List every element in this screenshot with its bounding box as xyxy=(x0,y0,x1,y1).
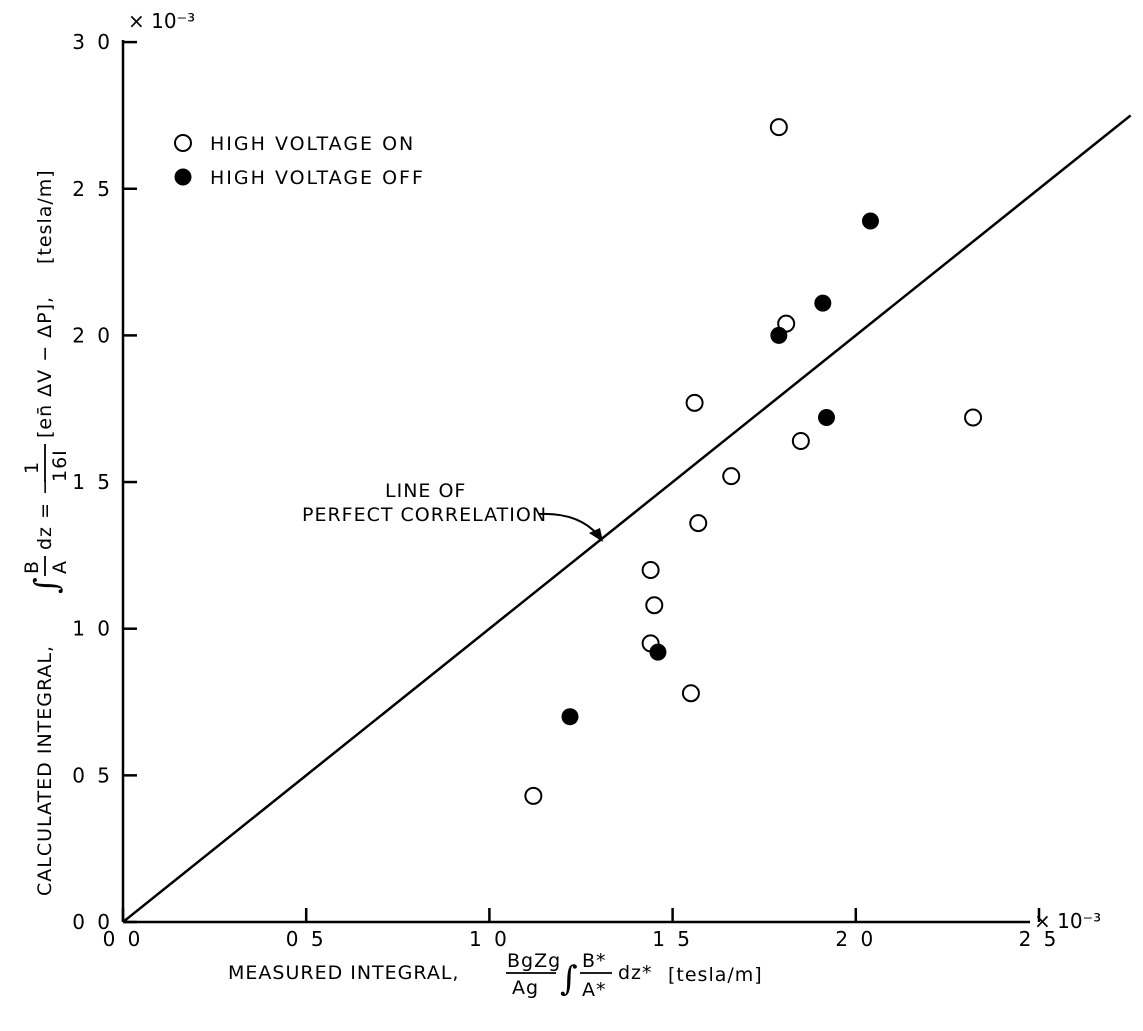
annotation-line-2: PERFECT CORRELATION xyxy=(302,504,547,526)
x-tick-label: 1 0 xyxy=(469,927,510,951)
x-tick-label: 0 0 xyxy=(103,927,144,951)
point-high-voltage-off xyxy=(817,409,835,427)
point-high-voltage-off xyxy=(861,212,879,230)
y-label-mid: dz = − xyxy=(34,478,56,550)
data-points xyxy=(524,118,983,805)
y-label-units: [tesla/m] xyxy=(34,169,56,264)
point-high-voltage-off xyxy=(649,643,667,661)
x-label-frac-num: BgZg xyxy=(507,950,561,972)
x-tick-label: 0 5 xyxy=(286,927,327,951)
point-high-voltage-off xyxy=(561,708,579,726)
point-high-voltage-on xyxy=(685,393,704,412)
y-tick-label: 2 5 xyxy=(72,177,113,201)
perfect-correlation-annotation: LINE OF PERFECT CORRELATION xyxy=(302,480,603,542)
x-label-prefix: MEASURED INTEGRAL, xyxy=(228,962,459,984)
x-axis-label: MEASURED INTEGRAL, BgZg Ag ∫ B* A* dz* [… xyxy=(228,950,763,1001)
legend: HIGH VOLTAGE ON HIGH VOLTAGE OFF xyxy=(174,133,425,189)
y-label-frac-den: A xyxy=(49,560,71,574)
point-high-voltage-on xyxy=(641,561,660,580)
y-tick-label: 0 0 xyxy=(72,910,113,934)
y-axis-label: CALCULATED INTEGRAL, ∫ B A dz = − 1 16I … xyxy=(21,169,71,896)
x-label-units: [tesla/m] xyxy=(668,964,763,986)
point-high-voltage-on xyxy=(722,467,741,486)
y-label-frac2-den: 16I xyxy=(49,449,71,482)
legend-label-off: HIGH VOLTAGE OFF xyxy=(210,167,425,189)
x-label-inner-num: B* xyxy=(582,950,607,972)
annotation-arrowhead xyxy=(589,528,603,542)
point-high-voltage-off xyxy=(814,294,832,312)
x-axis-ticks: 0 0 0 5 1 0 1 5 2 0 2 5 xyxy=(103,908,1060,951)
x-label-suffix: dz* xyxy=(618,962,653,984)
point-high-voltage-on xyxy=(524,786,543,805)
point-high-voltage-on xyxy=(964,408,983,427)
annotation-line-1: LINE OF xyxy=(385,480,466,502)
y-tick-label: 1 5 xyxy=(72,470,113,494)
y-label-frac-num: B xyxy=(21,560,43,574)
x-tick-label: 2 5 xyxy=(1019,927,1060,951)
y-label-prefix: CALCULATED INTEGRAL, xyxy=(34,645,56,896)
legend-marker-filled xyxy=(174,168,192,186)
y-axis-ticks: 0 0 0 5 1 0 1 5 2 0 2 5 3 0 xyxy=(72,30,137,934)
point-high-voltage-on xyxy=(689,514,708,533)
y-tick-label: 3 0 xyxy=(72,30,113,54)
y-scale-factor: × 10⁻³ xyxy=(128,9,195,33)
point-high-voltage-on xyxy=(769,118,788,137)
point-high-voltage-on xyxy=(681,684,700,703)
y-tick-label: 2 0 xyxy=(72,323,113,347)
x-tick-label: 1 5 xyxy=(652,927,693,951)
x-tick-label: 2 0 xyxy=(835,927,876,951)
x-label-integral: ∫ xyxy=(560,959,578,999)
legend-label-on: HIGH VOLTAGE ON xyxy=(210,133,415,155)
y-label-bracket: [en̄ ΔV − ΔP], xyxy=(34,296,56,438)
perfect-correlation-line xyxy=(122,114,1132,923)
point-high-voltage-off xyxy=(770,326,788,344)
x-scale-factor: × 10⁻³ xyxy=(1034,909,1101,933)
point-high-voltage-on xyxy=(791,431,810,450)
y-tick-label: 1 0 xyxy=(72,617,113,641)
y-label-frac2-num: 1 xyxy=(21,461,43,474)
point-high-voltage-on xyxy=(645,596,664,615)
x-label-inner-den: A* xyxy=(582,979,607,1001)
y-tick-label: 0 5 xyxy=(72,763,113,787)
legend-marker-open xyxy=(174,134,192,152)
y-label-integral: ∫ xyxy=(27,577,65,594)
x-label-frac-den: Ag xyxy=(512,977,539,999)
